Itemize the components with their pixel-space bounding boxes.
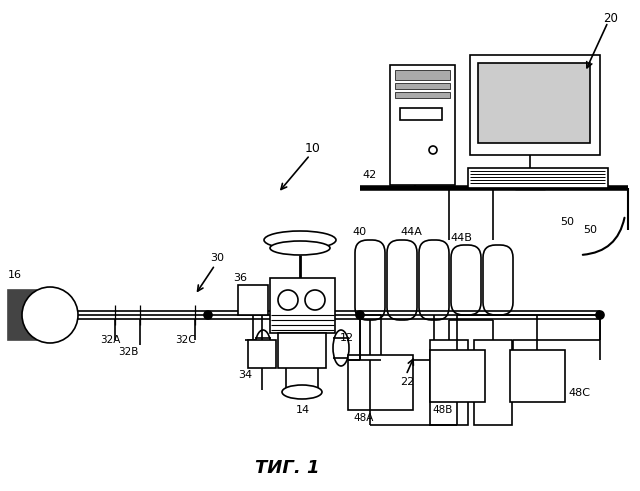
Ellipse shape bbox=[282, 385, 322, 399]
Bar bbox=[430, 340, 468, 425]
Text: 22: 22 bbox=[400, 377, 414, 387]
Text: 10: 10 bbox=[305, 141, 321, 155]
Text: 50: 50 bbox=[583, 225, 597, 235]
Bar bbox=[390, 65, 455, 185]
Circle shape bbox=[278, 290, 298, 310]
Text: 16: 16 bbox=[8, 270, 22, 280]
Text: 32B: 32B bbox=[118, 347, 138, 357]
Circle shape bbox=[356, 311, 364, 319]
Bar bbox=[238, 285, 268, 315]
Circle shape bbox=[22, 287, 78, 343]
Text: 42: 42 bbox=[362, 170, 376, 180]
Ellipse shape bbox=[255, 330, 271, 366]
Ellipse shape bbox=[264, 231, 336, 249]
Bar bbox=[468, 168, 608, 188]
Text: 48B: 48B bbox=[432, 405, 452, 415]
Ellipse shape bbox=[270, 241, 330, 255]
Bar bbox=[430, 350, 485, 402]
Text: 48C: 48C bbox=[568, 388, 590, 398]
Text: 12: 12 bbox=[340, 333, 354, 343]
Bar bbox=[395, 92, 450, 98]
Text: 14: 14 bbox=[296, 405, 310, 415]
Circle shape bbox=[596, 311, 604, 319]
Text: 44A: 44A bbox=[400, 227, 422, 237]
Bar bbox=[474, 340, 512, 425]
Circle shape bbox=[429, 146, 437, 154]
Bar bbox=[395, 70, 450, 80]
Bar bbox=[395, 83, 450, 89]
Circle shape bbox=[305, 290, 325, 310]
Text: 32C: 32C bbox=[175, 335, 196, 345]
Bar bbox=[248, 340, 276, 368]
Text: 20: 20 bbox=[603, 11, 618, 25]
Bar bbox=[400, 108, 442, 120]
FancyBboxPatch shape bbox=[355, 240, 385, 320]
Text: 40: 40 bbox=[352, 227, 366, 237]
Circle shape bbox=[204, 311, 212, 319]
Text: 44B: 44B bbox=[450, 233, 472, 243]
Bar bbox=[270, 278, 335, 333]
Text: 50: 50 bbox=[560, 217, 574, 227]
Text: 36: 36 bbox=[233, 273, 247, 283]
Bar bbox=[8, 290, 36, 340]
Text: 32A: 32A bbox=[100, 335, 120, 345]
FancyBboxPatch shape bbox=[387, 240, 417, 320]
Bar bbox=[510, 350, 565, 402]
Bar bbox=[478, 63, 590, 143]
Text: 34: 34 bbox=[238, 370, 252, 380]
Text: ΤИГ. 1: ΤИГ. 1 bbox=[255, 459, 319, 477]
Ellipse shape bbox=[333, 330, 349, 366]
Bar bbox=[348, 355, 413, 410]
Text: 30: 30 bbox=[210, 253, 224, 263]
Bar bbox=[470, 55, 600, 155]
FancyBboxPatch shape bbox=[483, 245, 513, 315]
FancyBboxPatch shape bbox=[419, 240, 449, 320]
Bar bbox=[278, 333, 326, 368]
FancyBboxPatch shape bbox=[451, 245, 481, 315]
Text: 48A: 48A bbox=[353, 413, 373, 423]
